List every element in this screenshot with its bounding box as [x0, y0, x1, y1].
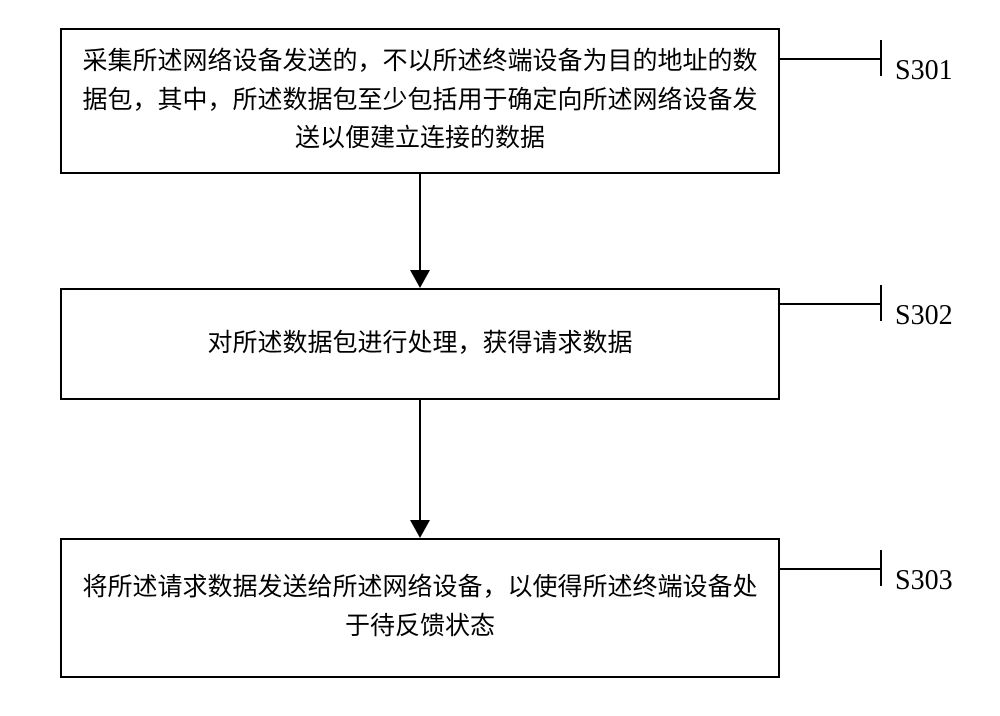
tick-mark-s303: [880, 550, 882, 586]
step-box-s302: 对所述数据包进行处理，获得请求数据: [60, 288, 780, 400]
tick-mark-s301: [880, 40, 882, 76]
arrow-line-1: [419, 174, 421, 270]
step-box-s303: 将所述请求数据发送给所述网络设备，以使得所述终端设备处于待反馈状态: [60, 538, 780, 678]
flowchart-canvas: 采集所述网络设备发送的，不以所述终端设备为目的地址的数据包，其中，所述数据包至少…: [0, 0, 1000, 716]
tick-lead-s302: [780, 303, 880, 305]
tick-lead-s301: [780, 58, 880, 60]
step-label-s302: S302: [895, 300, 953, 332]
step-label-s303: S303: [895, 565, 953, 597]
tick-lead-s303: [780, 568, 880, 570]
arrow-head-2: [410, 520, 430, 538]
step-text-s301: 采集所述网络设备发送的，不以所述终端设备为目的地址的数据包，其中，所述数据包至少…: [62, 43, 778, 159]
arrow-head-1: [410, 270, 430, 288]
step-text-s302: 对所述数据包进行处理，获得请求数据: [189, 325, 650, 364]
step-label-s301: S301: [895, 55, 953, 87]
arrow-line-2: [419, 400, 421, 520]
tick-mark-s302: [880, 285, 882, 321]
step-text-s303: 将所述请求数据发送给所述网络设备，以使得所述终端设备处于待反馈状态: [62, 569, 778, 647]
step-box-s301: 采集所述网络设备发送的，不以所述终端设备为目的地址的数据包，其中，所述数据包至少…: [60, 28, 780, 174]
